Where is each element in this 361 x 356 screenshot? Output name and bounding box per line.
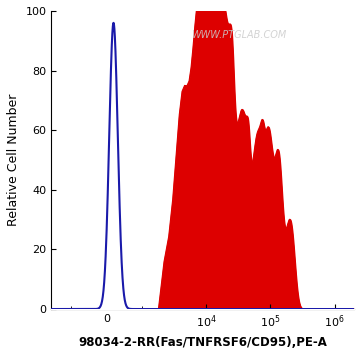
Y-axis label: Relative Cell Number: Relative Cell Number xyxy=(7,94,20,226)
Text: WWW.PTGLAB.COM: WWW.PTGLAB.COM xyxy=(191,30,287,40)
X-axis label: 98034-2-RR(Fas/TNFRSF6/CD95),PE-A: 98034-2-RR(Fas/TNFRSF6/CD95),PE-A xyxy=(78,336,327,349)
